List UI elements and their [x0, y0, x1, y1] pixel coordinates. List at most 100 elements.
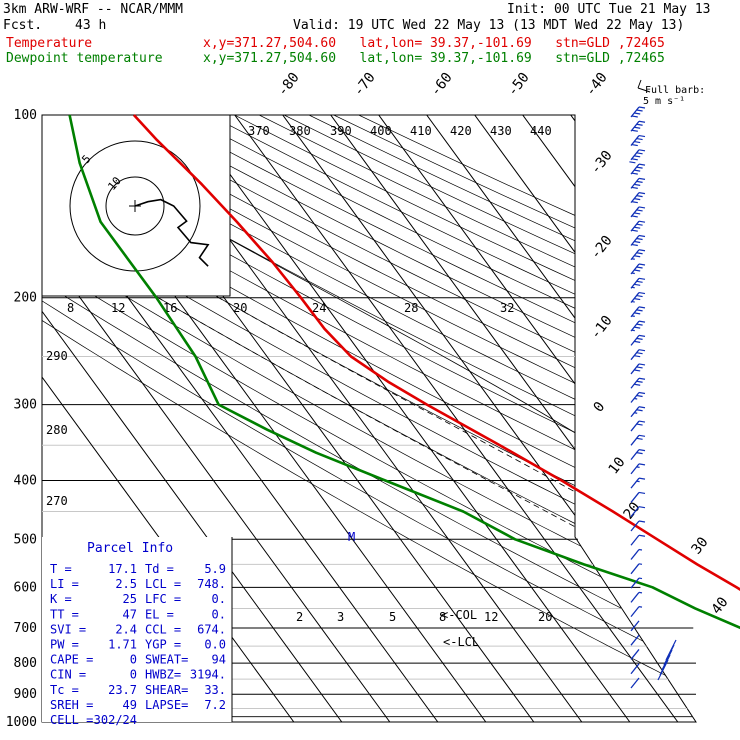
wind-barb-half-feather: [634, 397, 638, 400]
wind-barb-feather: [631, 243, 638, 247]
wind-barb: [630, 391, 646, 403]
theta-e-label-440: 440: [530, 124, 552, 138]
wind-barb-feather: [638, 449, 646, 452]
wind-barb-feather: [634, 340, 641, 343]
wind-barb-staff: [630, 663, 640, 675]
wind-barb-staff: [630, 320, 640, 332]
wind-barb-half-feather: [636, 466, 640, 468]
wind-barb-feather: [638, 334, 646, 337]
wind-barb-feather: [636, 237, 643, 241]
isotherm-label--10: -10: [588, 313, 616, 343]
wind-barb-feather: [634, 126, 641, 129]
wind-barb-feather: [631, 229, 638, 232]
isotherm--20: [330, 115, 696, 722]
parcel-info-key: SHEAR=: [145, 683, 188, 697]
pressure-label-500: 500: [14, 532, 37, 547]
wind-barb-feather: [638, 206, 646, 209]
wind-barb: [630, 320, 646, 332]
wind-barb: [630, 520, 646, 532]
parcel-info-value: 3194.: [190, 668, 226, 682]
wind-barb-feather: [638, 163, 646, 166]
wind-barb-staff: [630, 406, 640, 418]
wind-barb-staff: [630, 506, 640, 518]
wind-barb-feather: [634, 226, 641, 229]
wind-barb-half-feather: [636, 480, 640, 483]
wind-barb-staff: [630, 449, 640, 461]
wind-barb-feather: [634, 383, 641, 386]
wind-barb-feather: [631, 201, 638, 204]
wind-barb: [630, 477, 646, 489]
wind-barb-feather: [636, 294, 643, 298]
wind-barb-feather: [636, 109, 643, 112]
parcel-info-value: 17.1: [108, 562, 137, 576]
wind-barb-staff: [630, 520, 640, 532]
wind-barb: [630, 620, 640, 632]
dry-adiabat-430: [184, 115, 696, 722]
wind-barb: [630, 534, 646, 546]
parcel-info-key: PW =: [50, 638, 79, 652]
wind-barb-feather: [636, 380, 643, 383]
dry-adiabat-260: [42, 115, 696, 722]
wind-barb-feather: [636, 323, 643, 326]
wind-barb-half-feather: [631, 315, 635, 317]
wind-barb-staff: [630, 677, 640, 689]
isotherm-0: [426, 115, 696, 722]
isotherm-label--80: -80: [275, 70, 303, 100]
dry-adiabat-360: [42, 115, 696, 722]
parcel-info-key: CIN =: [50, 668, 86, 682]
wind-barb-feather: [634, 112, 641, 115]
wind-barb-staff: [630, 106, 640, 118]
parcel-info-value: 2.4: [115, 622, 137, 636]
wind-barb-feather: [638, 291, 646, 295]
wind-barb-feather: [636, 352, 643, 355]
wind-barb: [630, 249, 646, 261]
wind-barb-feather: [638, 463, 646, 466]
theta-label-290: 290: [46, 349, 68, 363]
wind-barb-staff: [630, 120, 640, 132]
isotherm-10: [474, 115, 696, 722]
wind-barb-feather: [638, 177, 646, 180]
wind-barb-staff: [630, 292, 640, 303]
hodo-speed-label-20: 20: [233, 301, 247, 315]
wind-barb-feather: [634, 312, 641, 315]
dry-adiabat-370: [42, 115, 696, 722]
mixing-ratio-label-5: 5: [389, 610, 396, 624]
parcel-info-key: LAPSE=: [145, 698, 188, 712]
wind-barb-staff: [630, 192, 640, 204]
wind-barb-feather: [634, 240, 641, 244]
full-barb-sample-flag: [637, 79, 642, 89]
wind-barb-staff: [630, 306, 640, 318]
hodograph-trace: [134, 198, 210, 267]
dewpoint-legend: Dewpoint temperature: [6, 51, 163, 66]
dry-adiabat-440: [209, 115, 696, 722]
wind-barb: [630, 548, 643, 560]
wind-barb-feather: [636, 209, 643, 212]
wind-barb-feather: [638, 192, 646, 195]
wind-barb-feather: [634, 255, 641, 258]
parcel-info-key: CCL =: [145, 622, 181, 636]
wind-barb: [630, 177, 646, 189]
wind-barb-feather: [634, 297, 641, 301]
wind-barb-feather: [638, 434, 646, 437]
wind-barb-feather: [636, 180, 643, 183]
wind-barb: [630, 234, 646, 247]
parcel-info-key: LFC =: [145, 592, 181, 606]
theta-e-label-430: 430: [490, 124, 512, 138]
wind-barb-feather: [636, 137, 643, 141]
dry-adiabat-500: [358, 115, 696, 722]
wind-barb: [630, 120, 646, 132]
wind-barb-feather: [634, 326, 641, 329]
wind-barb-feather: [638, 349, 646, 352]
wind-barb-feather: [634, 369, 641, 372]
wind-barb-feather: [638, 220, 646, 223]
wind-barb-feather: [638, 149, 646, 152]
isotherm-label--40: -40: [583, 70, 611, 100]
isotherm-label--30: -30: [588, 148, 616, 178]
pressure-label-600: 600: [14, 580, 37, 595]
isotherm-label--70: -70: [351, 70, 379, 100]
col-label: <-COL: [441, 608, 477, 622]
dry-adiabat-450: [234, 115, 696, 722]
wind-barb-half-feather: [631, 258, 635, 260]
wind-barb-feather: [638, 406, 646, 409]
wind-barb: [630, 206, 646, 218]
